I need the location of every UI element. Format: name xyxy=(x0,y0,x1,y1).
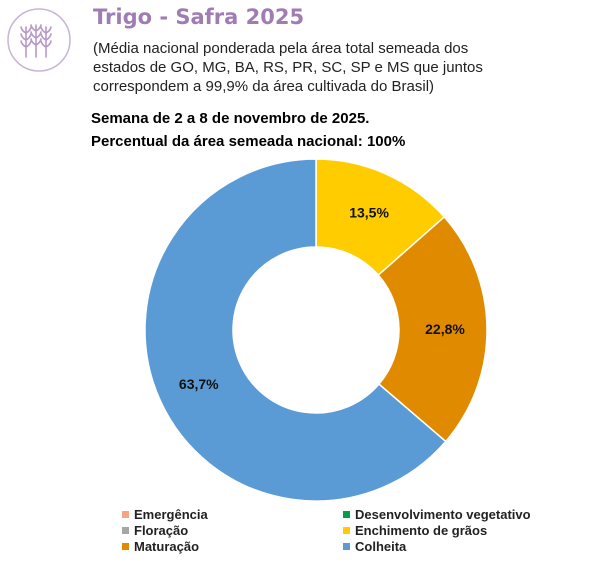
legend-swatch xyxy=(343,511,350,518)
legend-swatch xyxy=(343,527,350,534)
percent-sown-label: Percentual da área semeada nacional: 100… xyxy=(91,133,406,150)
subtitle-line-2: estados de GO, MG, BA, RS, PR, SC, SP e … xyxy=(93,59,483,76)
legend-swatch xyxy=(122,511,129,518)
legend-item: Enchimento de grãos xyxy=(343,523,487,538)
legend-swatch xyxy=(343,543,350,550)
legend-swatch xyxy=(122,527,129,534)
subtitle: (Média nacional ponderada pela área tota… xyxy=(93,39,573,96)
subtitle-line-1: (Média nacional ponderada pela área tota… xyxy=(93,40,469,57)
week-label: Semana de 2 a 8 de novembro de 2025. xyxy=(91,110,370,127)
page-title: Trigo - Safra 2025 xyxy=(93,5,305,29)
legend-swatch xyxy=(122,543,129,550)
legend-item: Desenvolvimento vegetativo xyxy=(343,507,531,522)
legend-label: Floração xyxy=(134,523,189,538)
legend-label: Enchimento de grãos xyxy=(355,523,488,538)
legend-item: Maturação xyxy=(122,539,199,554)
legend-label: Colheita xyxy=(355,539,407,554)
legend-item: Floração xyxy=(122,523,188,538)
data-label: 22,8% xyxy=(425,321,465,337)
slice-colheita xyxy=(144,158,447,502)
legend-label: Maturação xyxy=(134,539,200,554)
data-label: 63,7% xyxy=(179,376,219,392)
legend-label: Emergência xyxy=(134,507,208,522)
slice-matura-o xyxy=(377,215,488,443)
wheat-logo-icon xyxy=(7,8,71,72)
legend-item: Colheita xyxy=(343,539,406,554)
legend-label: Desenvolvimento vegetativo xyxy=(355,507,531,522)
legend-item: Emergência xyxy=(122,507,208,522)
data-label: 13,5% xyxy=(349,204,389,220)
subtitle-line-3: correspondem a 99,9% da área cultivada d… xyxy=(93,78,435,95)
